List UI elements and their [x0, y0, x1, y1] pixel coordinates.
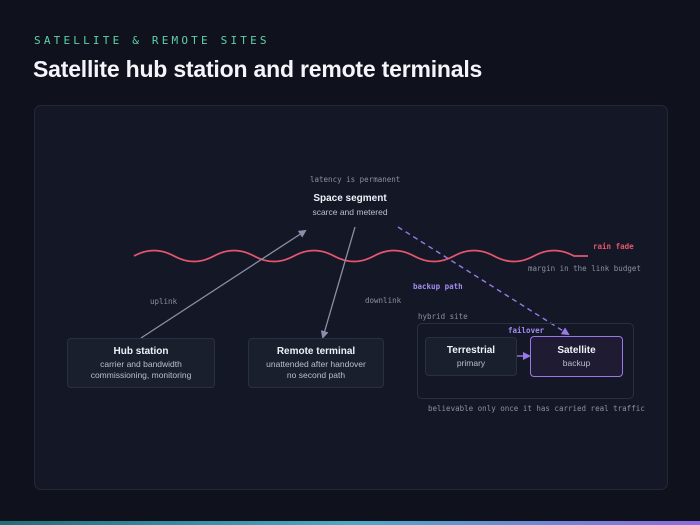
- space-segment-title: Space segment: [313, 193, 387, 204]
- rain-fade-label: rain fade: [593, 242, 634, 251]
- remote-terminal-node: Remote terminal unattended after handove…: [248, 338, 384, 388]
- uplink-label: uplink: [150, 297, 178, 306]
- rain-fade-wave: [133, 249, 588, 263]
- hub-station-title: Hub station: [113, 345, 169, 357]
- diagram-panel: [34, 105, 668, 490]
- hub-station-line-2: commissioning, monitoring: [90, 369, 192, 380]
- terrestrial-node: Terrestrial primary: [425, 337, 517, 376]
- bottom-accent-bar: [0, 521, 700, 525]
- hybrid-site-label: hybrid site: [418, 312, 468, 321]
- rain-fade-note: margin in the link budget: [528, 264, 641, 273]
- backup-path-arrow: [397, 226, 570, 336]
- terrestrial-subtitle: primary: [456, 357, 486, 368]
- uplink-arrow: [140, 229, 307, 339]
- remote-terminal-title: Remote terminal: [276, 345, 356, 357]
- section-eyebrow: SATELLITE & REMOTE SITES: [34, 34, 270, 47]
- satellite-subtitle: backup: [562, 357, 591, 368]
- satellite-title: Satellite: [557, 344, 596, 356]
- space-segment-node: Space segment scarce and metered: [290, 193, 410, 217]
- downlink-label: downlink: [365, 296, 402, 305]
- hybrid-site-group: [417, 323, 634, 399]
- hub-station-line-1: carrier and bandwidth: [100, 358, 182, 369]
- downlink-arrow: [320, 226, 356, 339]
- footnote: believable only once it has carried real…: [428, 404, 645, 413]
- remote-terminal-line-2: no second path: [286, 369, 346, 380]
- page-title: Satellite hub station and remote termina…: [33, 56, 483, 82]
- hub-station-node: Hub station carrier and bandwidth commis…: [67, 338, 215, 388]
- latency-note: latency is permanent: [310, 175, 401, 184]
- satellite-node: Satellite backup: [530, 336, 623, 377]
- terrestrial-title: Terrestrial: [446, 344, 496, 356]
- space-segment-subtitle: scarce and metered: [312, 207, 388, 217]
- failover-label: failover: [508, 326, 545, 335]
- remote-terminal-line-1: unattended after handover: [266, 358, 366, 369]
- backup-path-label: backup path: [413, 282, 463, 291]
